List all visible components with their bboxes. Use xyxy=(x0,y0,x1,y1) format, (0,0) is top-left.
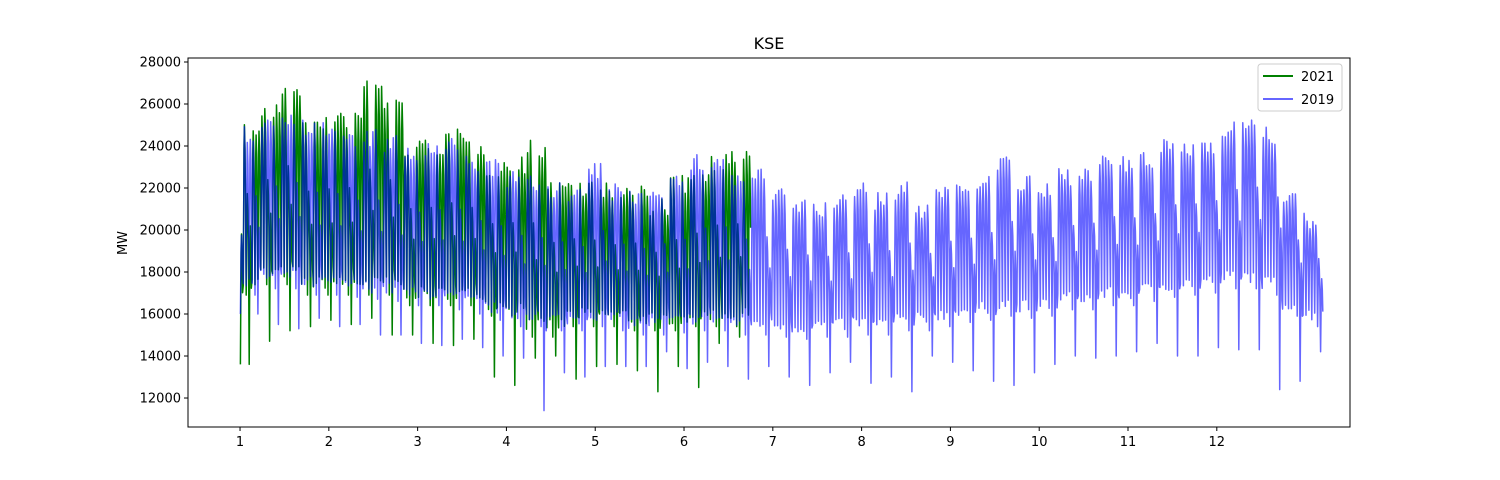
y-axis-label: MW xyxy=(116,231,131,255)
x-tick-label: 6 xyxy=(680,435,688,450)
x-tick-label: 4 xyxy=(502,435,510,450)
y-tick-label: 18000 xyxy=(140,266,181,281)
chart-title: KSE xyxy=(754,34,785,53)
x-tick-label: 10 xyxy=(1031,435,1048,450)
x-tick-label: 12 xyxy=(1209,435,1226,450)
x-tick-label: 9 xyxy=(946,435,954,450)
y-tick-label: 28000 xyxy=(140,55,181,70)
y-tick-label: 14000 xyxy=(140,350,181,365)
x-tick-label: 11 xyxy=(1120,435,1137,450)
y-tick-label: 16000 xyxy=(140,308,181,323)
y-tick-label: 26000 xyxy=(140,97,181,112)
plot-frame xyxy=(187,57,1351,428)
x-tick-label: 5 xyxy=(591,435,599,450)
plot-lines xyxy=(239,80,1324,412)
y-tick-label: 12000 xyxy=(140,392,181,407)
x-tick-label: 3 xyxy=(413,435,421,450)
x-tick-label: 2 xyxy=(325,435,333,450)
y-tick-label: 20000 xyxy=(140,224,181,239)
legend: 2021 2019 xyxy=(1257,63,1343,112)
series-line-2019 xyxy=(239,114,1324,412)
legend-label: 2019 xyxy=(1301,93,1334,108)
legend-label: 2021 xyxy=(1301,70,1334,85)
axis-ticks: 1 2 3 4 5 6 7 8 9 10 11 121200014000160001800020000… xyxy=(140,55,1225,450)
x-tick-label: 8 xyxy=(857,435,865,450)
x-tick-label: 1 xyxy=(236,435,244,450)
x-tick-label: 7 xyxy=(769,435,777,450)
y-tick-label: 24000 xyxy=(140,139,181,154)
y-tick-label: 22000 xyxy=(140,182,181,197)
